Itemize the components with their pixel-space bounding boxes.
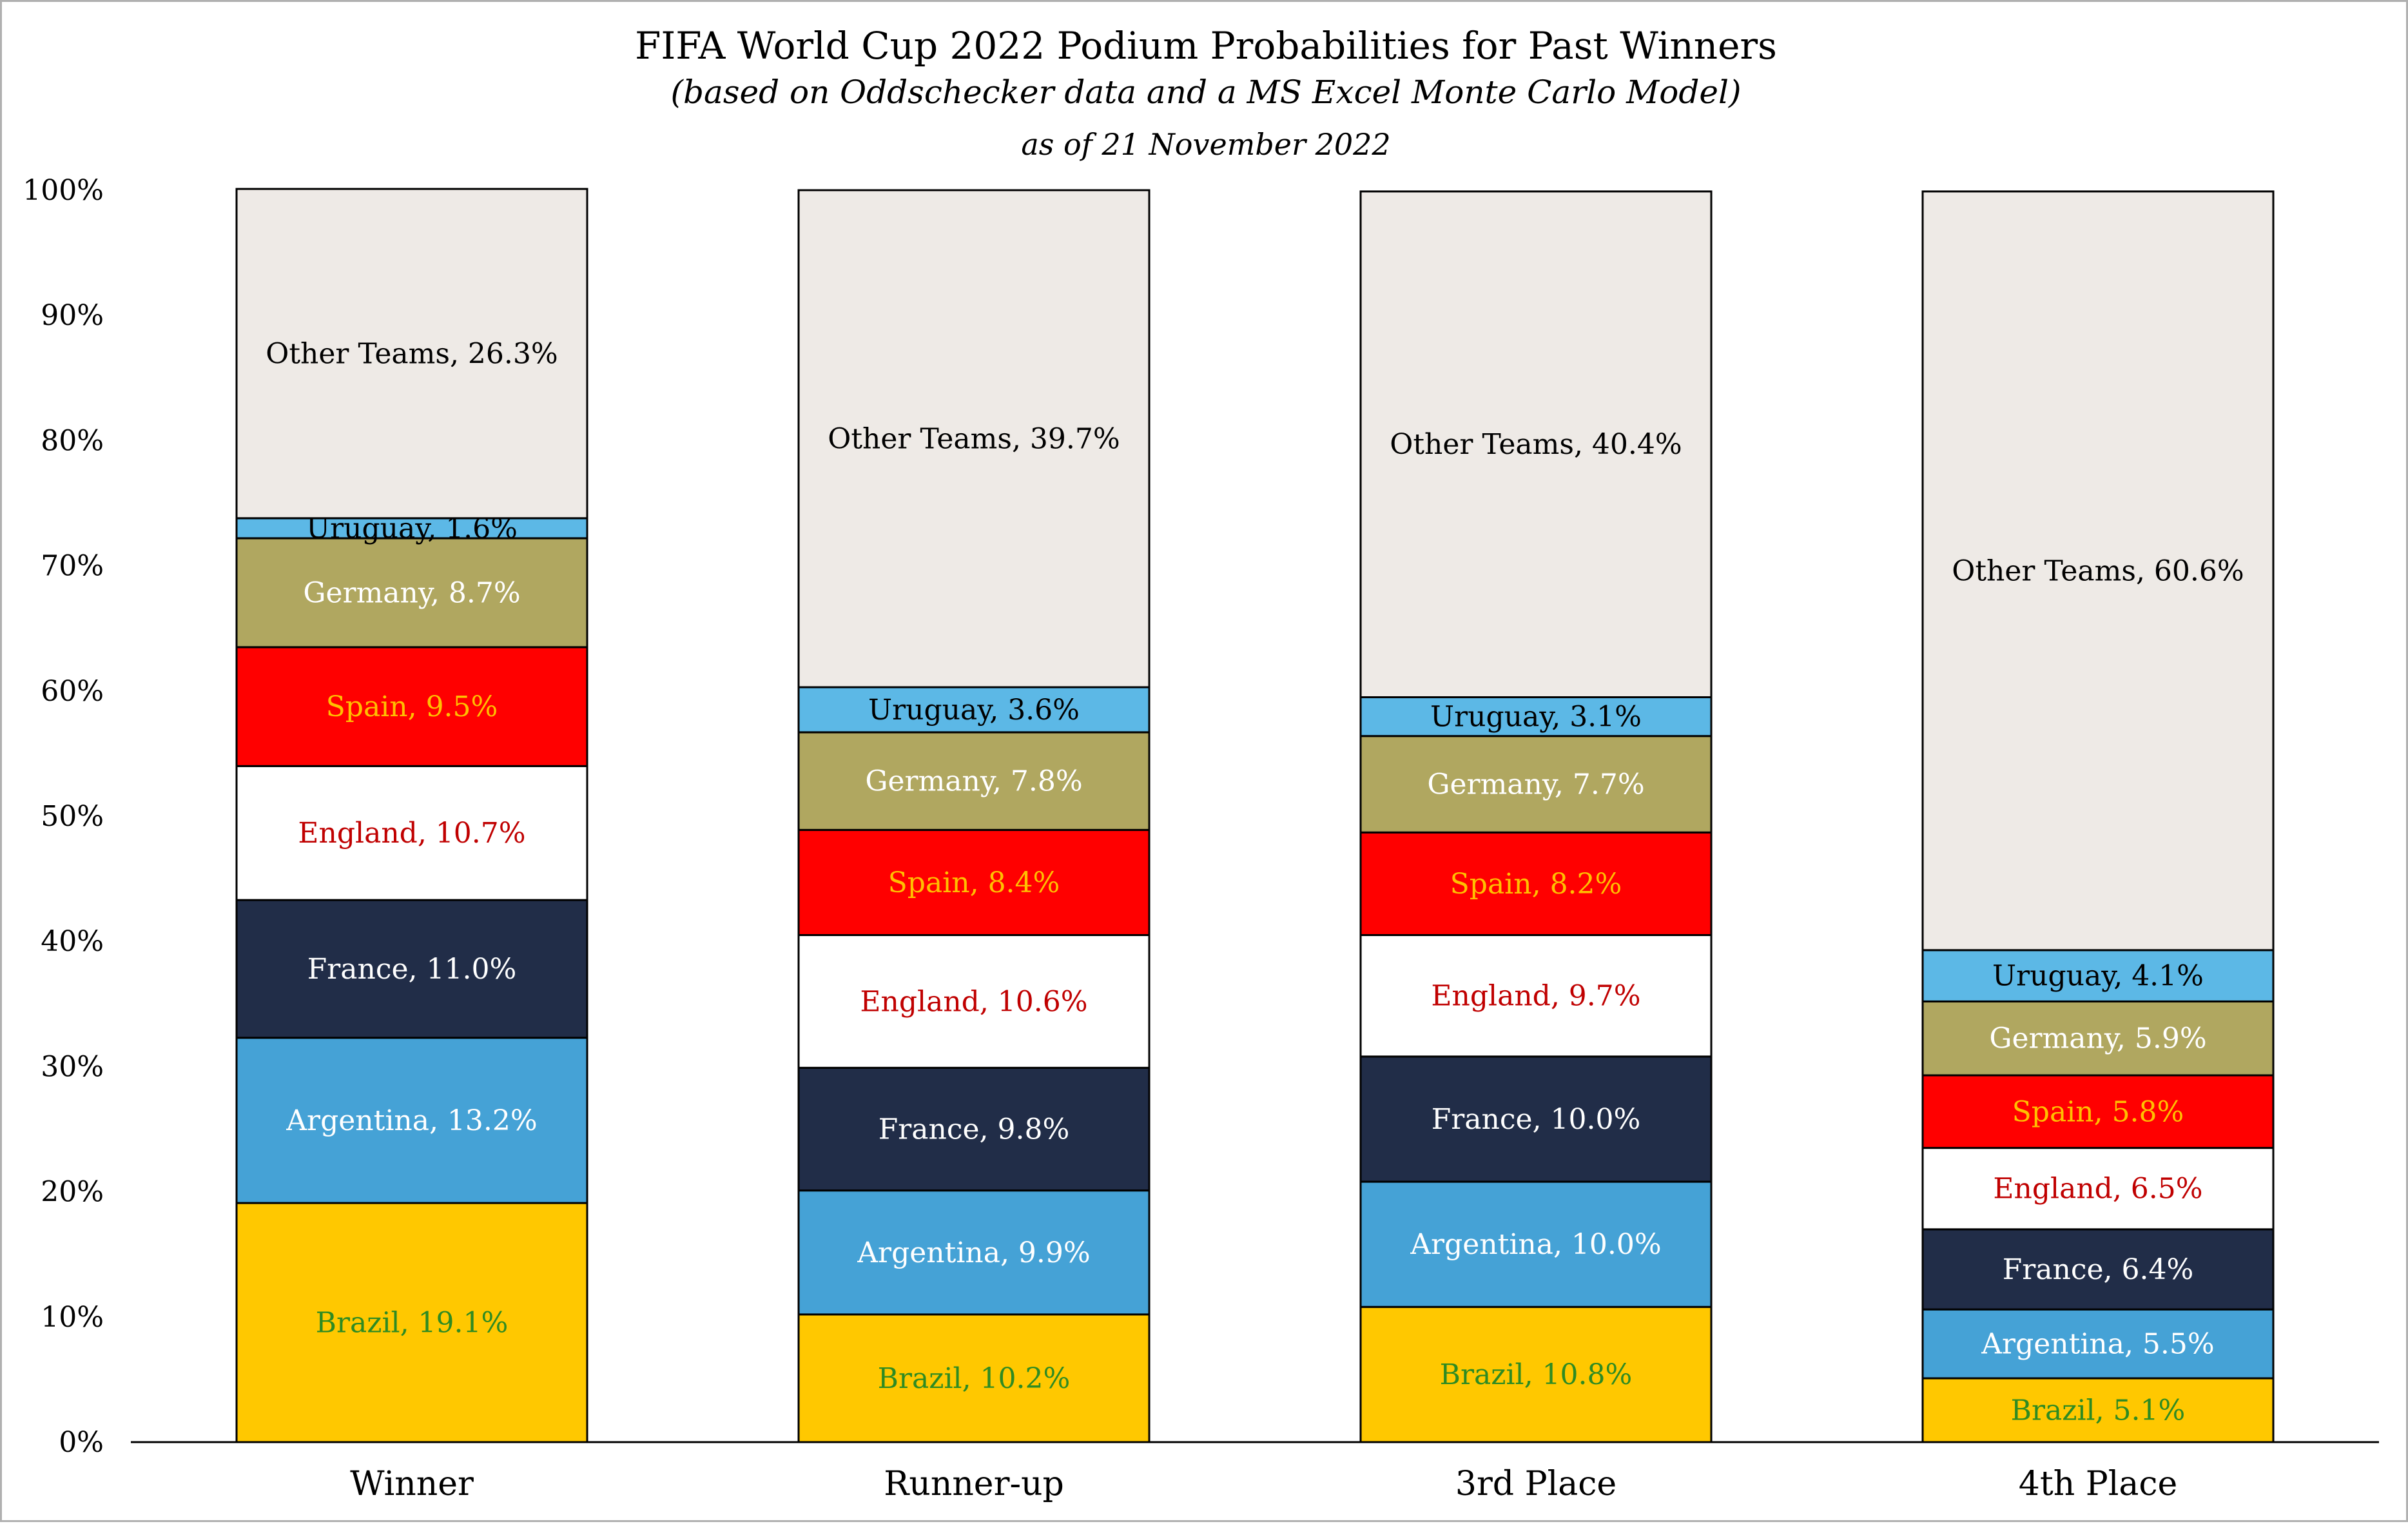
data-label-argentina: Argentina, 10.0% <box>1410 1228 1661 1261</box>
data-label-germany: Germany, 7.7% <box>1427 768 1644 801</box>
data-label-spain: Spain, 9.5% <box>326 690 498 723</box>
y-tick-label: 70% <box>41 550 104 583</box>
data-label-brazil: Brazil, 19.1% <box>316 1307 509 1340</box>
bar-segment-spain <box>235 646 588 767</box>
data-label-uruguay: Uruguay, 3.1% <box>1430 701 1642 734</box>
x-category-label: 3rd Place <box>1455 1465 1617 1503</box>
bar-segment-france <box>1921 1228 2275 1311</box>
bar-segment-argentina <box>797 1189 1151 1316</box>
x-category-label: Runner-up <box>884 1465 1064 1503</box>
y-tick-label: 20% <box>41 1176 104 1209</box>
chart-date-note: as of 21 November 2022 <box>1021 127 1391 162</box>
x-category-label: 4th Place <box>2019 1465 2178 1503</box>
bar-segment-uruguay <box>1921 949 2275 1002</box>
bar-segment-germany <box>1359 735 1713 834</box>
bar-segment-argentina <box>1359 1180 1713 1308</box>
data-label-england: England, 10.7% <box>298 817 525 850</box>
bar-segment-other-teams <box>1921 190 2275 952</box>
data-label-brazil: Brazil, 10.8% <box>1440 1358 1633 1391</box>
bar-segment-england <box>1921 1147 2275 1231</box>
data-label-france: France, 9.8% <box>879 1113 1070 1146</box>
data-label-england: England, 9.7% <box>1431 980 1640 1013</box>
bar-segment-argentina <box>235 1037 588 1204</box>
title-block: FIFA World Cup 2022 Podium Probabilities… <box>2 20 2408 167</box>
bar-segment-spain <box>797 828 1151 936</box>
bar-segment-brazil <box>1359 1305 1713 1443</box>
y-tick-label: 60% <box>41 675 104 708</box>
y-tick-label: 10% <box>41 1301 104 1334</box>
y-tick-label: 0% <box>59 1426 104 1459</box>
bar-segment-france <box>1359 1055 1713 1183</box>
bar-segment-england <box>235 765 588 901</box>
data-label-france: France, 6.4% <box>2003 1253 2194 1286</box>
data-label-uruguay: Uruguay, 4.1% <box>1992 960 2204 993</box>
chart-subtitle: (based on Oddschecker data and a MS Exce… <box>670 73 1742 111</box>
bar-segment-other-teams <box>797 189 1151 689</box>
data-label-england: England, 10.6% <box>860 985 1087 1018</box>
data-label-uruguay: Uruguay, 3.6% <box>868 694 1080 727</box>
data-label-spain: Spain, 8.2% <box>1450 868 1622 901</box>
data-label-argentina: Argentina, 5.5% <box>1981 1328 2214 1361</box>
bar-segment-brazil <box>1921 1377 2275 1443</box>
data-label-brazil: Brazil, 5.1% <box>2011 1394 2186 1427</box>
data-label-germany: Germany, 5.9% <box>1989 1022 2206 1055</box>
bar-segment-france <box>797 1066 1151 1192</box>
bar-segment-france <box>235 899 588 1039</box>
x-category-label: Winner <box>350 1465 474 1503</box>
bar-segment-argentina <box>1921 1308 2275 1380</box>
y-tick-label: 30% <box>41 1050 104 1083</box>
bar-segment-other-teams <box>1359 190 1713 699</box>
bar-segment-germany <box>235 537 588 649</box>
data-label-other-teams: Other Teams, 26.3% <box>266 337 558 370</box>
bar-segment-spain <box>1359 831 1713 936</box>
data-label-brazil: Brazil, 10.2% <box>878 1362 1071 1395</box>
y-tick-label: 100% <box>23 174 104 207</box>
bar-segment-brazil <box>235 1202 588 1443</box>
bar-segment-germany <box>1921 1000 2275 1077</box>
chart-title: FIFA World Cup 2022 Podium Probabilities… <box>635 24 1777 68</box>
y-tick-label: 90% <box>41 299 104 332</box>
bar-segment-other-teams <box>235 188 588 520</box>
data-label-germany: Germany, 7.8% <box>865 765 1082 798</box>
data-label-france: France, 11.0% <box>307 953 517 986</box>
data-label-england: England, 6.5% <box>1993 1173 2202 1206</box>
data-label-germany: Germany, 8.7% <box>303 576 520 609</box>
y-tick-label: 80% <box>41 424 104 457</box>
data-label-other-teams: Other Teams, 40.4% <box>1390 428 1682 461</box>
data-label-argentina: Argentina, 9.9% <box>857 1236 1090 1269</box>
bar-segment-england <box>797 933 1151 1069</box>
y-tick-label: 40% <box>41 925 104 958</box>
data-label-spain: Spain, 5.8% <box>2012 1095 2184 1128</box>
data-label-other-teams: Other Teams, 39.7% <box>828 422 1120 455</box>
bar-segment-uruguay <box>1359 696 1713 738</box>
data-label-spain: Spain, 8.4% <box>888 866 1060 899</box>
y-tick-label: 50% <box>41 800 104 833</box>
data-label-france: France, 10.0% <box>1432 1103 1641 1136</box>
bar-segment-germany <box>797 731 1151 831</box>
bar-segment-spain <box>1921 1074 2275 1149</box>
data-label-other-teams: Other Teams, 60.6% <box>1952 554 2244 587</box>
data-label-argentina: Argentina, 13.2% <box>286 1104 537 1137</box>
bar-segment-england <box>1359 933 1713 1058</box>
bar-segment-uruguay <box>797 686 1151 734</box>
